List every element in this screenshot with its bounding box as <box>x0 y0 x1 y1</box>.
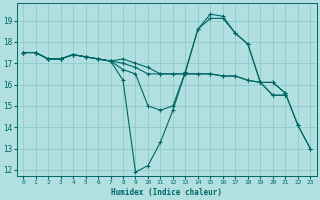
X-axis label: Humidex (Indice chaleur): Humidex (Indice chaleur) <box>111 188 222 197</box>
